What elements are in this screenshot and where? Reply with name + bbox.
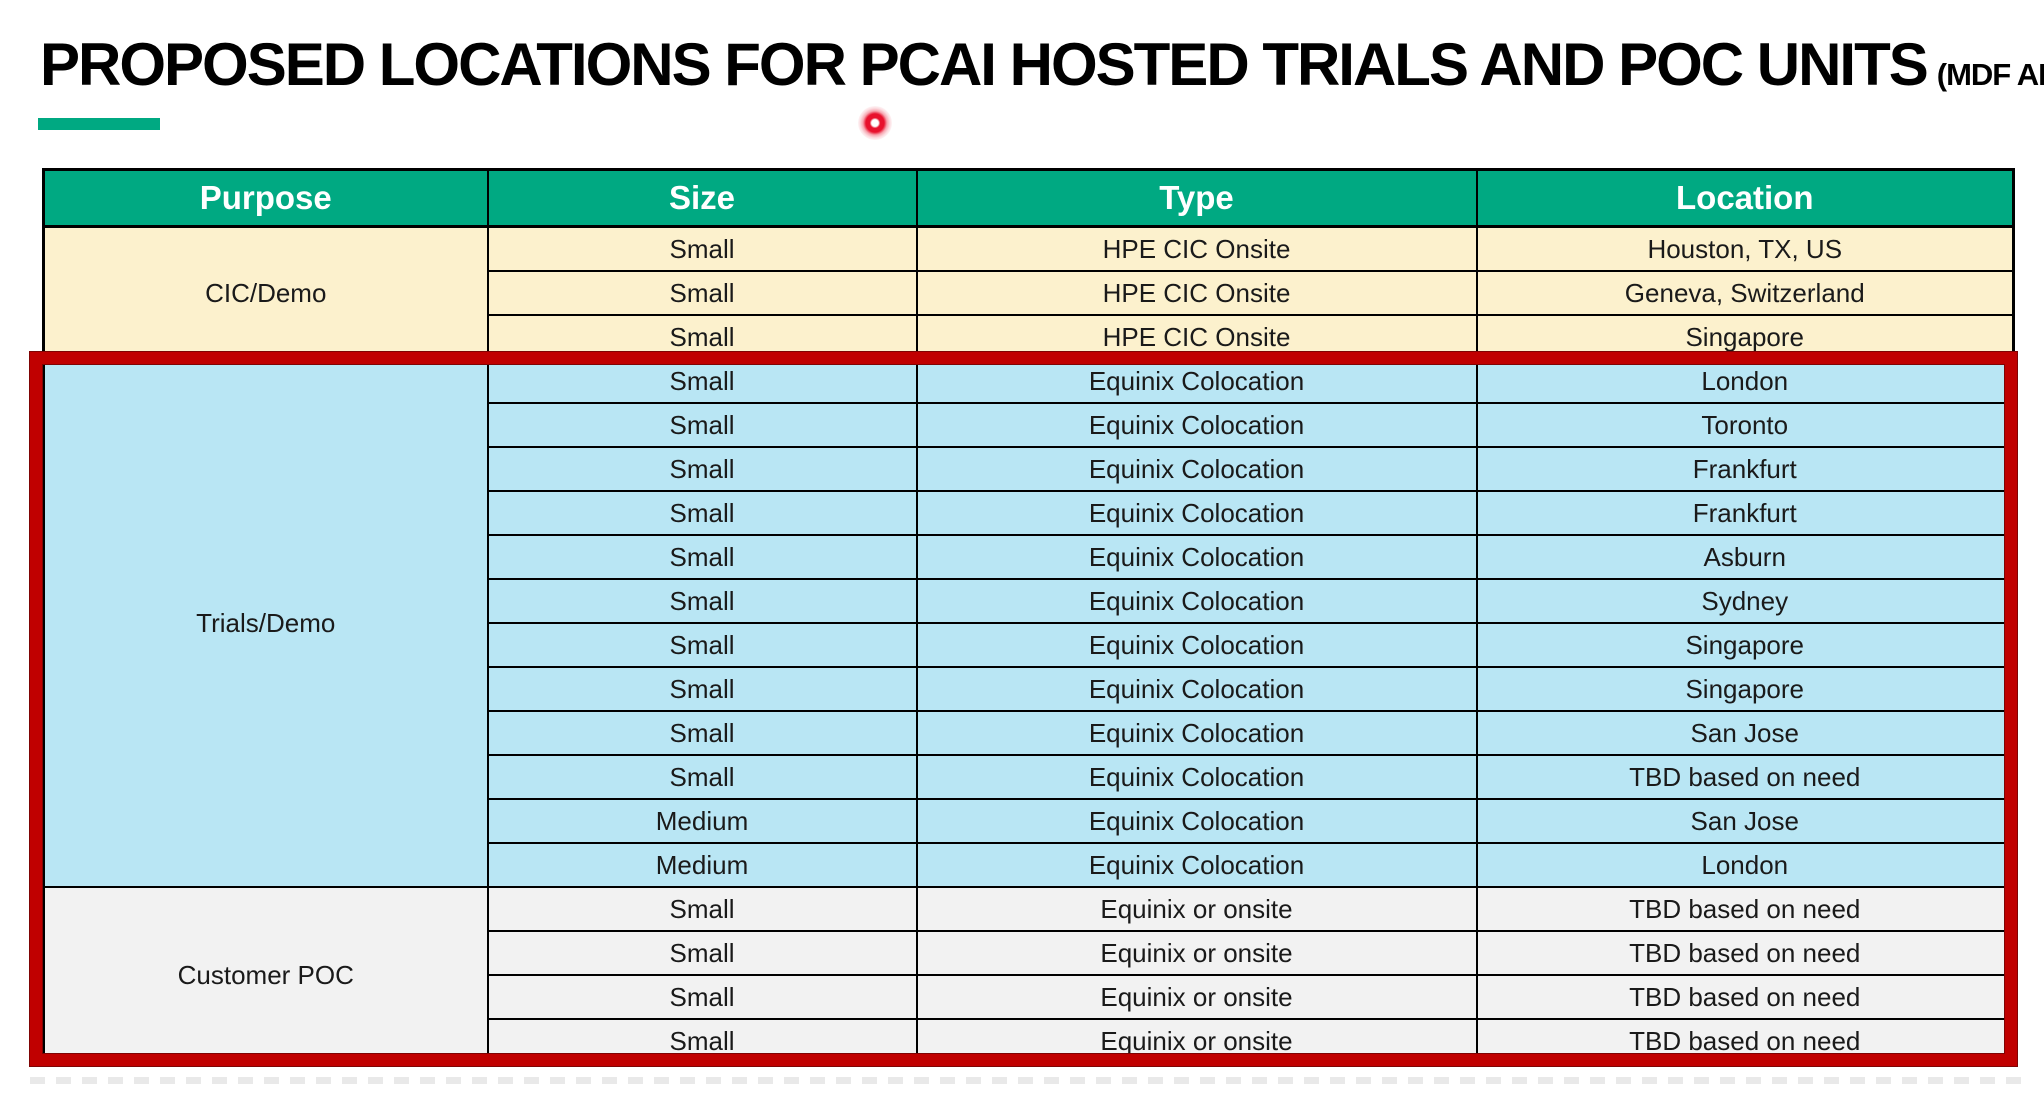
title-block: PROPOSED LOCATIONS FOR PCAI HOSTED TRIAL…	[40, 32, 2044, 98]
cell-size: Small	[486, 270, 918, 316]
cell-location: Frankfurt	[1475, 446, 2015, 492]
cell-size: Medium	[486, 842, 918, 888]
cell-type: Equinix Colocation	[915, 534, 1478, 580]
table-row: Small Equinix or onsite TBD based on need	[44, 930, 2015, 976]
cell-size: Small	[486, 314, 918, 360]
cell-size: Small	[486, 225, 918, 272]
cell-size: Small	[486, 402, 918, 448]
header-cell-type: Type	[915, 168, 1478, 228]
laser-pointer-dot-icon	[858, 106, 892, 140]
table-row: Small Equinix Colocation Toronto	[44, 402, 2015, 448]
cell-location: TBD based on need	[1475, 974, 2015, 1020]
table-row: Small Equinix or onsite TBD based on need	[44, 974, 2015, 1020]
cell-type: Equinix or onsite	[915, 886, 1478, 932]
cell-type: Equinix Colocation	[915, 666, 1478, 712]
cell-type: Equinix Colocation	[915, 490, 1478, 536]
cell-type: Equinix Colocation	[915, 710, 1478, 756]
page-title-suffix: (MDF APPROVED)	[1936, 57, 2044, 92]
proposed-locations-table: Purpose Size Type Location CIC/Demo Small HPE…	[42, 168, 2015, 1065]
cell-size: Small	[486, 578, 918, 624]
cell-type: Equinix Colocation	[915, 446, 1478, 492]
cell-location: London	[1475, 358, 2015, 404]
header-cell-purpose: Purpose	[42, 168, 489, 228]
cell-location: Houston, TX, US	[1475, 225, 2015, 272]
cell-location: London	[1475, 842, 2015, 888]
cell-type: Equinix or onsite	[915, 974, 1478, 1020]
cell-type: Equinix or onsite	[915, 1018, 1478, 1065]
cell-location: Geneva, Switzerland	[1475, 270, 2015, 316]
cell-location: TBD based on need	[1475, 930, 2015, 976]
cell-size: Small	[486, 974, 918, 1020]
cell-location: San Jose	[1475, 798, 2015, 844]
table-row: Medium Equinix Colocation London	[44, 842, 2015, 888]
cell-location: San Jose	[1475, 710, 2015, 756]
table-row: Small Equinix Colocation Singapore	[44, 666, 2015, 712]
header-cell-size: Size	[486, 168, 918, 228]
cell-type: Equinix Colocation	[915, 754, 1478, 800]
page-title: PROPOSED LOCATIONS FOR PCAI HOSTED TRIAL…	[40, 31, 1929, 98]
cell-location: Singapore	[1475, 314, 2015, 360]
cell-location: Sydney	[1475, 578, 2015, 624]
cell-type: Equinix Colocation	[915, 798, 1478, 844]
cell-size: Small	[486, 622, 918, 668]
cell-size: Small	[486, 446, 918, 492]
cell-location: Singapore	[1475, 666, 2015, 712]
cell-size: Small	[486, 754, 918, 800]
cell-size: Medium	[486, 798, 918, 844]
cell-size: Small	[486, 710, 918, 756]
table-row: CIC/Demo Small HPE CIC Onsite Houston, TX, …	[42, 225, 2015, 360]
cell-type: HPE CIC Onsite	[915, 225, 1478, 272]
table-row: Small Equinix Colocation Frankfurt	[44, 490, 2015, 536]
cell-location: Frankfurt	[1475, 490, 2015, 536]
cell-location: Toronto	[1475, 402, 2015, 448]
cell-size: Small	[486, 1018, 918, 1065]
table-row: Customer POC Small Equinix or onsite TBD ba…	[42, 886, 2015, 1065]
table-row: Small Equinix Colocation TBD based on need	[44, 754, 2015, 800]
cell-type: Equinix Colocation	[915, 402, 1478, 448]
cell-purpose-merged: CIC/Demo	[42, 225, 489, 360]
cell-location: TBD based on need	[1475, 1018, 2015, 1065]
cell-size: Small	[486, 534, 918, 580]
table-row: Medium Equinix Colocation San Jose	[44, 798, 2015, 844]
title-accent-bar	[38, 118, 160, 130]
header-cell-location: Location	[1475, 168, 2015, 228]
table-header-row: Purpose Size Type Location	[42, 168, 2015, 228]
cell-type: Equinix Colocation	[915, 578, 1478, 624]
table-row: Small Equinix Colocation Singapore	[44, 622, 2015, 668]
dashed-artifact-line	[30, 1077, 2022, 1084]
cell-type: Equinix Colocation	[915, 622, 1478, 668]
cell-size: Small	[486, 358, 918, 404]
cell-size: Small	[486, 666, 918, 712]
cell-type: HPE CIC Onsite	[915, 270, 1478, 316]
cell-size: Small	[486, 490, 918, 536]
table-row: Trials/Demo Small Equinix Colocation London	[42, 358, 2015, 888]
cell-type: Equinix Colocation	[915, 358, 1478, 404]
cell-location: Asburn	[1475, 534, 2015, 580]
table-row: Small Equinix Colocation Sydney	[44, 578, 2015, 624]
table-row: Small Equinix Colocation Frankfurt	[44, 446, 2015, 492]
table-row: Small HPE CIC Onsite Geneva, Switzerland	[44, 270, 2015, 316]
cell-size: Small	[486, 930, 918, 976]
cell-size: Small	[486, 886, 918, 932]
cell-type: HPE CIC Onsite	[915, 314, 1478, 360]
cell-location: Singapore	[1475, 622, 2015, 668]
table-row: Small Equinix Colocation Asburn	[44, 534, 2015, 580]
table-row: Small Equinix Colocation San Jose	[44, 710, 2015, 756]
cell-purpose-merged: Customer POC	[42, 886, 489, 1065]
cell-location: TBD based on need	[1475, 754, 2015, 800]
cell-purpose-merged: Trials/Demo	[42, 358, 489, 888]
cell-location: TBD based on need	[1475, 886, 2015, 932]
cell-type: Equinix Colocation	[915, 842, 1478, 888]
cell-type: Equinix or onsite	[915, 930, 1478, 976]
